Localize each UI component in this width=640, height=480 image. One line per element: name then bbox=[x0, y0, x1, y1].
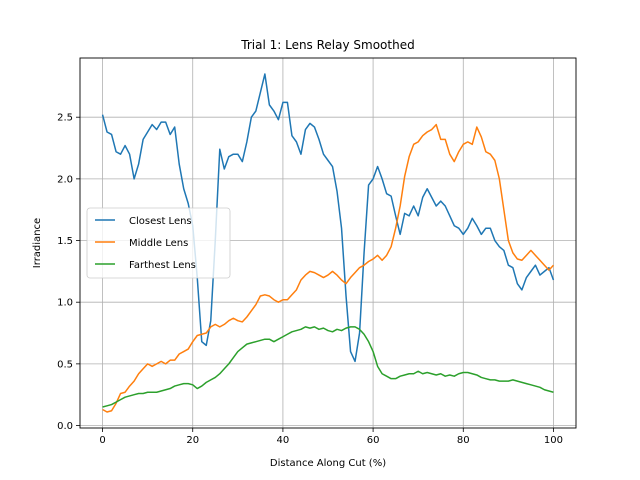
x-tick-label: 80 bbox=[457, 435, 470, 446]
series-line-middle-lens bbox=[102, 123, 555, 413]
legend-label: Farthest Lens bbox=[129, 260, 196, 271]
y-axis-label: Irradiance bbox=[32, 218, 43, 268]
y-tick-label: 0.5 bbox=[57, 359, 73, 370]
x-axis-label: Distance Along Cut (%) bbox=[270, 458, 386, 469]
x-tick-label: 0 bbox=[99, 435, 105, 446]
plot-frame bbox=[79, 57, 577, 429]
x-tick-label: 40 bbox=[277, 435, 290, 446]
x-tick-label: 60 bbox=[367, 435, 380, 446]
series-line-closest-lens bbox=[101, 73, 555, 363]
y-tick-label: 1.5 bbox=[57, 236, 73, 247]
legend-box bbox=[86, 207, 231, 279]
y-tick-label: 1.0 bbox=[57, 298, 73, 309]
series-lines bbox=[101, 73, 555, 413]
axis-ticks: 0 20 40 60 80 100 0.0 0.5 1.0 1.5 2.0 2.5 bbox=[57, 113, 563, 446]
legend-label: Middle Lens bbox=[129, 238, 188, 249]
series-line-farthest-lens bbox=[102, 326, 554, 408]
legend-label: Closest Lens bbox=[129, 216, 192, 227]
y-tick-label: 2.5 bbox=[57, 113, 73, 124]
y-tick-label: 0.0 bbox=[57, 421, 73, 432]
chart-title: Trial 1: Lens Relay Smoothed bbox=[240, 38, 414, 52]
legend: Closest Lens Middle Lens Farthest Lens bbox=[86, 207, 231, 279]
x-tick-label: 100 bbox=[544, 435, 563, 446]
y-tick-label: 2.0 bbox=[57, 174, 73, 185]
x-tick-label: 20 bbox=[186, 435, 199, 446]
